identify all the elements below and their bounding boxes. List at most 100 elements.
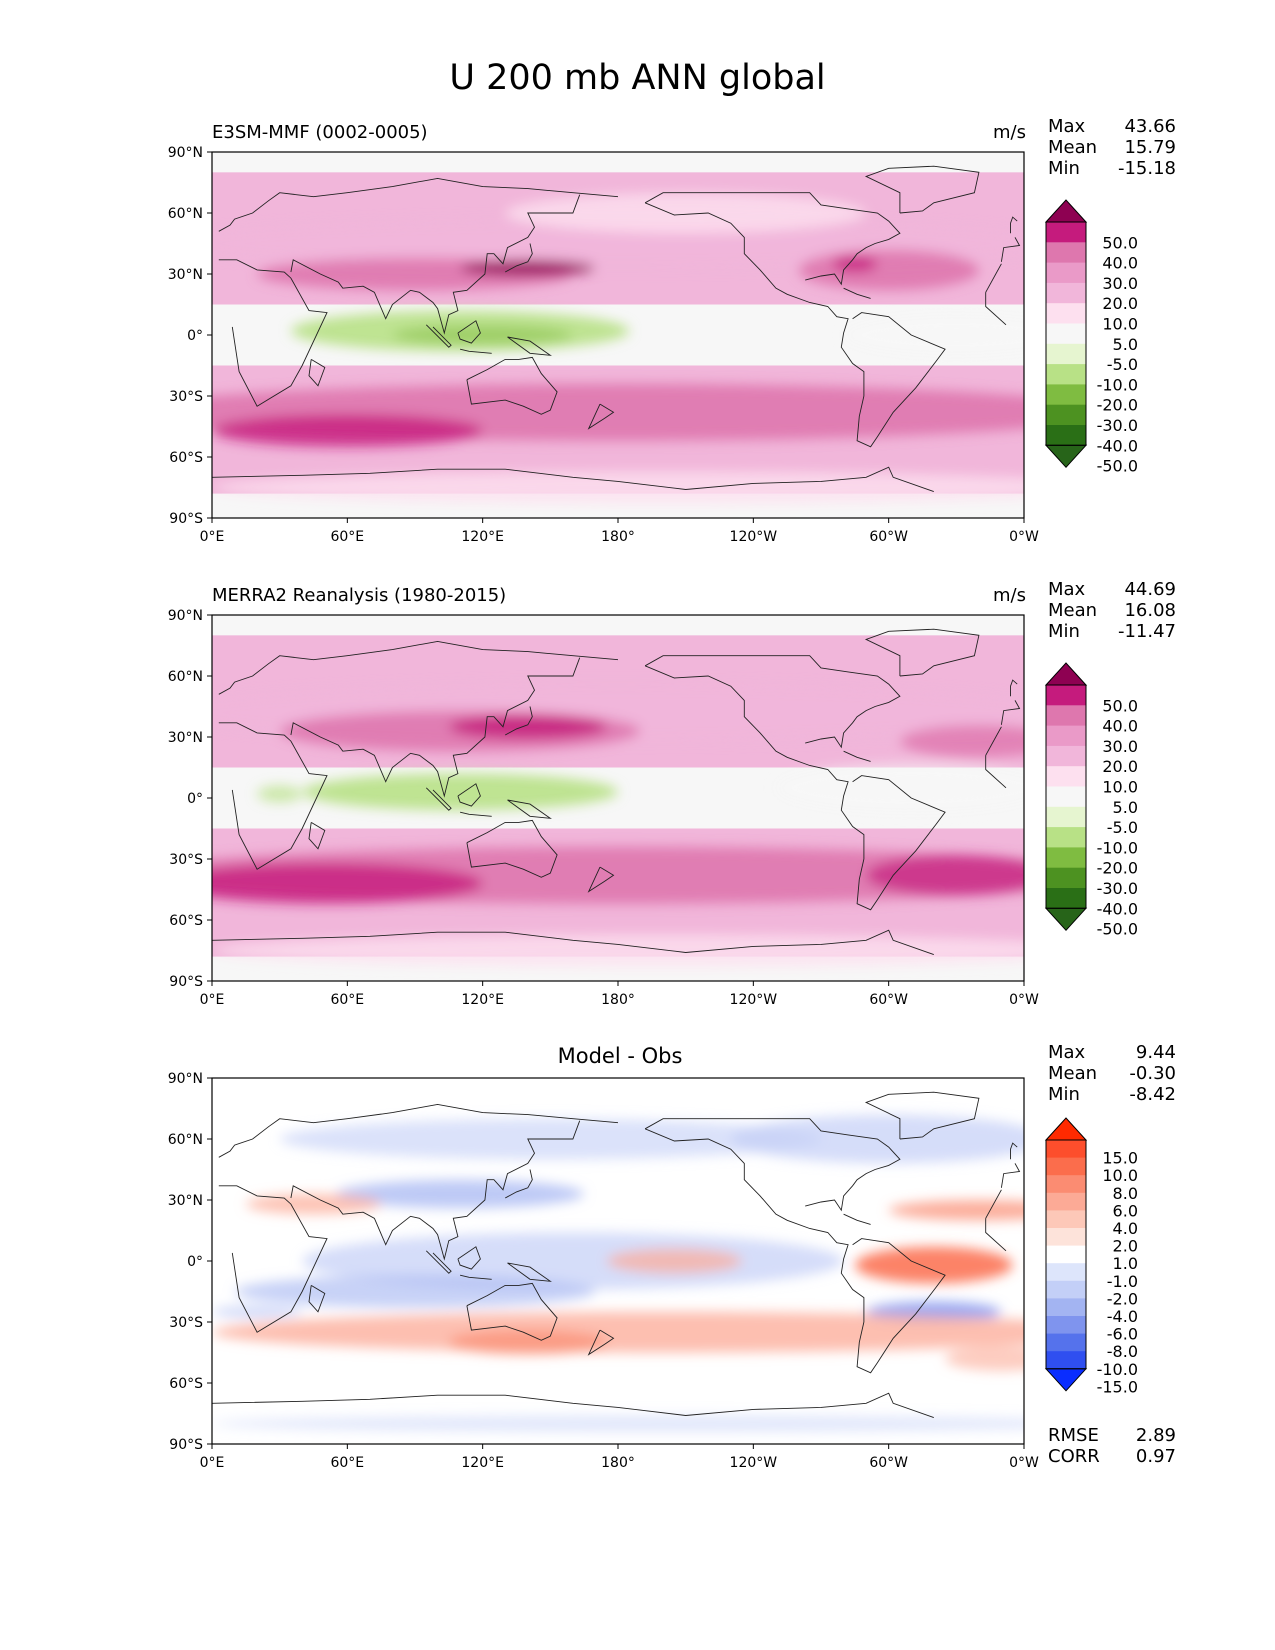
colorbar-swatch bbox=[1046, 222, 1086, 243]
coastline bbox=[1000, 237, 1021, 262]
colorbar-swatch bbox=[1046, 1210, 1086, 1229]
colorbar-extend-min bbox=[1044, 444, 1088, 469]
colorbar-extend-max bbox=[1044, 662, 1088, 686]
colorbar-swatch bbox=[1046, 847, 1086, 869]
coastline bbox=[308, 1285, 326, 1313]
lon-label: 0°E bbox=[200, 992, 225, 1008]
coastline bbox=[504, 243, 533, 273]
contour-region bbox=[302, 773, 618, 811]
contour-region bbox=[888, 1200, 1024, 1221]
lat-label: 90°S bbox=[169, 511, 203, 527]
colorbar-swatch bbox=[1046, 827, 1086, 848]
colorbar-label: 6.0 bbox=[1113, 1201, 1138, 1220]
coastline bbox=[425, 1250, 452, 1274]
colorbar-label: -5.0 bbox=[1107, 355, 1138, 374]
colorbar-extend-max bbox=[1044, 199, 1088, 223]
lat-label: 60°N bbox=[168, 206, 203, 222]
contour-region bbox=[945, 1346, 1024, 1371]
colorbar-swatch bbox=[1046, 786, 1086, 808]
colorbar-swatch bbox=[1046, 364, 1086, 385]
contour-region bbox=[448, 1330, 607, 1355]
colorbar-swatch bbox=[1046, 404, 1086, 426]
colorbar-swatch bbox=[1046, 1298, 1086, 1317]
map-field-obs bbox=[212, 615, 1024, 981]
colorbar-swatch bbox=[1046, 1175, 1086, 1194]
contour-region bbox=[212, 414, 483, 447]
coastline bbox=[843, 1213, 871, 1225]
coastline bbox=[864, 1091, 980, 1140]
colorbar-swatch bbox=[1046, 766, 1086, 787]
coastline bbox=[644, 1118, 901, 1212]
coastline bbox=[843, 287, 871, 299]
coastline bbox=[644, 655, 901, 749]
colorbar-label: 15.0 bbox=[1102, 1149, 1138, 1168]
colorbar-label: 20.0 bbox=[1102, 757, 1138, 776]
coastlines bbox=[212, 1091, 1021, 1419]
lon-label: 0°W bbox=[1009, 529, 1039, 545]
lat-label: 60°S bbox=[169, 913, 203, 929]
contour-region bbox=[854, 1246, 1013, 1284]
stat-corr: CORR 0.97 bbox=[1048, 1446, 1176, 1467]
coastline bbox=[1010, 679, 1018, 697]
contour-region bbox=[336, 1179, 585, 1209]
colorbar-swatch bbox=[1046, 745, 1086, 767]
lon-label: 60°E bbox=[330, 1455, 364, 1471]
lat-label: 30°S bbox=[169, 1315, 203, 1331]
coastline bbox=[290, 194, 581, 335]
colorbar-extend-max bbox=[1044, 1117, 1088, 1141]
colorbar-frame bbox=[1045, 684, 1087, 909]
coastline bbox=[457, 320, 481, 344]
coastline bbox=[218, 640, 619, 695]
contour-region bbox=[392, 324, 573, 346]
coastline bbox=[1000, 700, 1021, 725]
contour-region bbox=[212, 934, 1024, 967]
coastline bbox=[644, 1128, 946, 1374]
colorbar-label: -15.0 bbox=[1097, 1377, 1138, 1396]
coastline bbox=[504, 706, 533, 736]
contour-region bbox=[832, 255, 878, 272]
coastline bbox=[587, 403, 615, 430]
colorbar-label: 1.0 bbox=[1113, 1254, 1138, 1273]
colorbar-obs: 50.0 40.030.020.0 10.05.0-5.0-10.0 -20.0-30… bbox=[1044, 662, 1138, 939]
lon-label: 0°W bbox=[1009, 1455, 1039, 1471]
contour-region bbox=[448, 714, 607, 740]
colorbar-swatch bbox=[1046, 1228, 1086, 1247]
lon-label: 120°E bbox=[461, 992, 504, 1008]
coastlines bbox=[212, 628, 1021, 956]
units-label-obs: m/s bbox=[993, 585, 1026, 606]
stats-box-diff: Max 9.44 Mean -0.30 Min -8.42 bbox=[1048, 1042, 1176, 1105]
colorbar-label: -8.0 bbox=[1107, 1342, 1138, 1361]
lat-label: 90°N bbox=[168, 608, 203, 624]
colorbar-swatch bbox=[1046, 806, 1086, 828]
figure-title: U 200 mb ANN global bbox=[449, 58, 826, 98]
lon-label: 0°E bbox=[200, 1455, 225, 1471]
panel-title-obs: MERRA2 Reanalysis (1980-2015) bbox=[212, 585, 507, 606]
colorbar-label: -50.0 bbox=[1097, 457, 1138, 476]
coastline bbox=[507, 336, 552, 356]
stats-box-model: Max 43.66 Mean 15.79 Min -15.18 bbox=[1048, 116, 1176, 179]
coastline bbox=[466, 819, 558, 878]
colorbar-swatch bbox=[1046, 303, 1086, 324]
colorbar-swatch bbox=[1046, 867, 1086, 889]
colorbar-swatch bbox=[1046, 1280, 1086, 1299]
colorbar-swatch bbox=[1046, 384, 1086, 406]
coastline bbox=[504, 1169, 533, 1199]
colorbar-swatch bbox=[1046, 343, 1086, 365]
coastline bbox=[644, 202, 946, 448]
contour-region bbox=[505, 192, 867, 234]
lon-label: 60°W bbox=[869, 1455, 908, 1471]
coastline bbox=[507, 1262, 552, 1282]
lat-label: 30°N bbox=[168, 267, 203, 283]
coastline bbox=[290, 657, 581, 798]
coastline bbox=[507, 799, 552, 819]
coastline bbox=[1010, 1142, 1018, 1160]
coastline bbox=[218, 177, 619, 232]
coastline bbox=[1000, 1163, 1021, 1188]
colorbar-swatch bbox=[1046, 282, 1086, 304]
colorbar-label: 10.0 bbox=[1102, 315, 1138, 334]
colorbar-label: 50.0 bbox=[1102, 696, 1138, 715]
lon-label: 60°W bbox=[869, 529, 908, 545]
colorbar-label: 10.0 bbox=[1102, 1166, 1138, 1185]
stat-max: Max 43.66 bbox=[1048, 116, 1176, 137]
colorbar-diff: 15.010.08.06.04.02.01.0-1.0-2.0-4.0-6.0-… bbox=[1044, 1117, 1138, 1396]
